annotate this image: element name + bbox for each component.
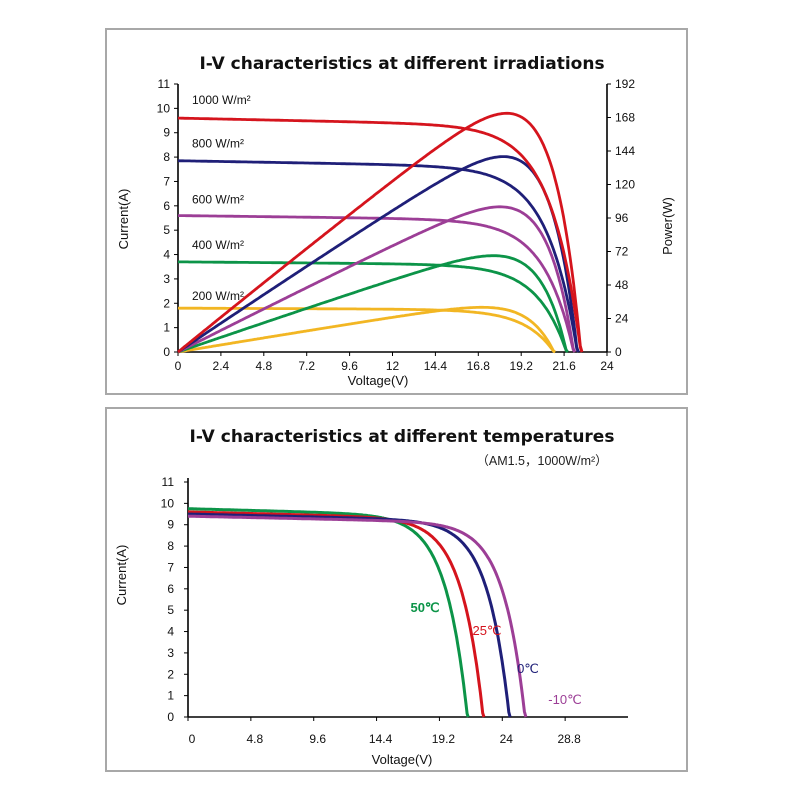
temperature-chart-panel — [105, 407, 688, 772]
chart2-x-tick-label: 24 — [500, 732, 514, 746]
chart1-y-tick-label: 3 — [163, 272, 170, 286]
chart2-y-tick-label: 7 — [167, 560, 174, 574]
chart1-x-tick-label: 9.6 — [341, 359, 358, 373]
chart1-x-tick-label: 2.4 — [213, 359, 230, 373]
chart2-iv-curve — [187, 512, 512, 718]
chart2-y-tick-label: 9 — [167, 518, 174, 532]
chart2-iv-curve — [187, 510, 486, 718]
chart1-iv-curve — [178, 116, 584, 353]
chart1-y2-tick-label: 144 — [615, 144, 635, 158]
chart2-y-tick-label: 10 — [161, 496, 175, 510]
chart1-series-label: 200 W/m² — [192, 289, 244, 303]
chart1-y2-tick-label: 168 — [615, 111, 635, 125]
chart2-iv-curve — [187, 514, 528, 718]
chart1-y2-tick-label: 48 — [615, 278, 629, 292]
chart1-title: I-V characteristics at different irradia… — [199, 54, 604, 74]
chart1-y-tick-label: 0 — [163, 345, 170, 359]
chart1-series-label: 400 W/m² — [192, 238, 244, 252]
chart2-x-tick-label: 19.2 — [432, 732, 456, 746]
chart1-ylabel: Current(A) — [116, 189, 131, 250]
chart2-y-tick-label: 2 — [167, 667, 174, 681]
chart1-y-tick-label: 8 — [163, 150, 170, 164]
chart1-y2-tick-label: 192 — [615, 77, 635, 91]
chart1-x-tick-label: 24 — [600, 359, 614, 373]
chart2-y-tick-label: 5 — [167, 603, 174, 617]
chart1-iv-curve — [178, 214, 576, 353]
chart2-y-tick-label: 3 — [167, 646, 174, 660]
chart2-y-tick-label: 6 — [167, 582, 174, 596]
chart1-y-tick-label: 2 — [163, 296, 170, 310]
chart1-x-tick-label: 0 — [175, 359, 182, 373]
chart1-x-tick-label: 21.6 — [552, 359, 576, 373]
chart2-series-label: -10℃ — [548, 692, 581, 707]
chart1-power-curve — [177, 205, 577, 354]
chart1-power-curve — [177, 305, 556, 354]
chart1-series-label: 800 W/m² — [192, 137, 244, 151]
chart1-x-tick-label: 4.8 — [255, 359, 272, 373]
chart1-power-curve — [177, 111, 584, 354]
chart1-xlabel: Voltage(V) — [348, 373, 409, 388]
chart1-x-tick-label: 7.2 — [298, 359, 315, 373]
chart2-x-tick-label: 9.6 — [309, 732, 326, 746]
chart2-y-tick-label: 8 — [167, 539, 174, 553]
chart1-y2-tick-label: 96 — [615, 211, 629, 225]
chart2-series-label: 25℃ — [472, 623, 501, 638]
chart2-y-tick-label: 11 — [162, 475, 175, 489]
chart2-y-tick-label: 1 — [167, 689, 174, 703]
chart2-ylabel: Current(A) — [114, 545, 129, 606]
chart1-y-tick-label: 10 — [157, 101, 171, 115]
chart1-iv-curve — [178, 260, 569, 353]
chart2-series-label: 0℃ — [517, 661, 539, 676]
chart1-x-tick-label: 14.4 — [424, 359, 448, 373]
chart2-x-tick-label: 4.8 — [247, 732, 264, 746]
chart1-y-tick-label: 4 — [163, 248, 170, 262]
chart1-series-label: 1000 W/m² — [192, 93, 251, 107]
chart1-y2-tick-label: 72 — [615, 245, 629, 259]
chart2-iv-curve — [187, 507, 470, 718]
chart2-y-tick-label: 0 — [167, 710, 174, 724]
chart1-y-tick-label: 6 — [163, 199, 170, 213]
chart1-y-tick-label: 7 — [163, 174, 170, 188]
chart2-xlabel: Voltage(V) — [372, 752, 433, 767]
chart1-series-label: 600 W/m² — [192, 193, 244, 207]
chart1-x-tick-label: 16.8 — [467, 359, 491, 373]
chart1-x-tick-label: 12 — [386, 359, 400, 373]
chart1-y2label: Power(W) — [660, 197, 675, 255]
chart1-x-tick-label: 19.2 — [510, 359, 534, 373]
chart2-y-tick-label: 4 — [167, 625, 174, 639]
chart1-iv-curve — [177, 159, 580, 353]
chart1-y-tick-label: 11 — [158, 77, 171, 91]
chart1-y2-tick-label: 24 — [615, 312, 629, 326]
chart1-y2-tick-label: 0 — [615, 345, 622, 359]
chart1-y-tick-label: 9 — [163, 126, 170, 140]
chart1-power-curve — [177, 254, 569, 354]
chart2-subtitle: （AM1.5，1000W/m²） — [476, 454, 607, 468]
chart1-power-curve — [177, 155, 580, 354]
chart2-x-tick-label: 28.8 — [557, 732, 581, 746]
chart1-y-tick-label: 1 — [163, 321, 170, 335]
chart1-y-tick-label: 5 — [163, 223, 170, 237]
chart2-x-tick-label: 14.4 — [369, 732, 393, 746]
chart1-y2-tick-label: 120 — [615, 178, 635, 192]
chart2-title: I-V characteristics at different tempera… — [190, 427, 615, 447]
chart2-series-label: 50℃ — [410, 600, 439, 615]
chart2-x-tick-label: 0 — [189, 732, 196, 746]
